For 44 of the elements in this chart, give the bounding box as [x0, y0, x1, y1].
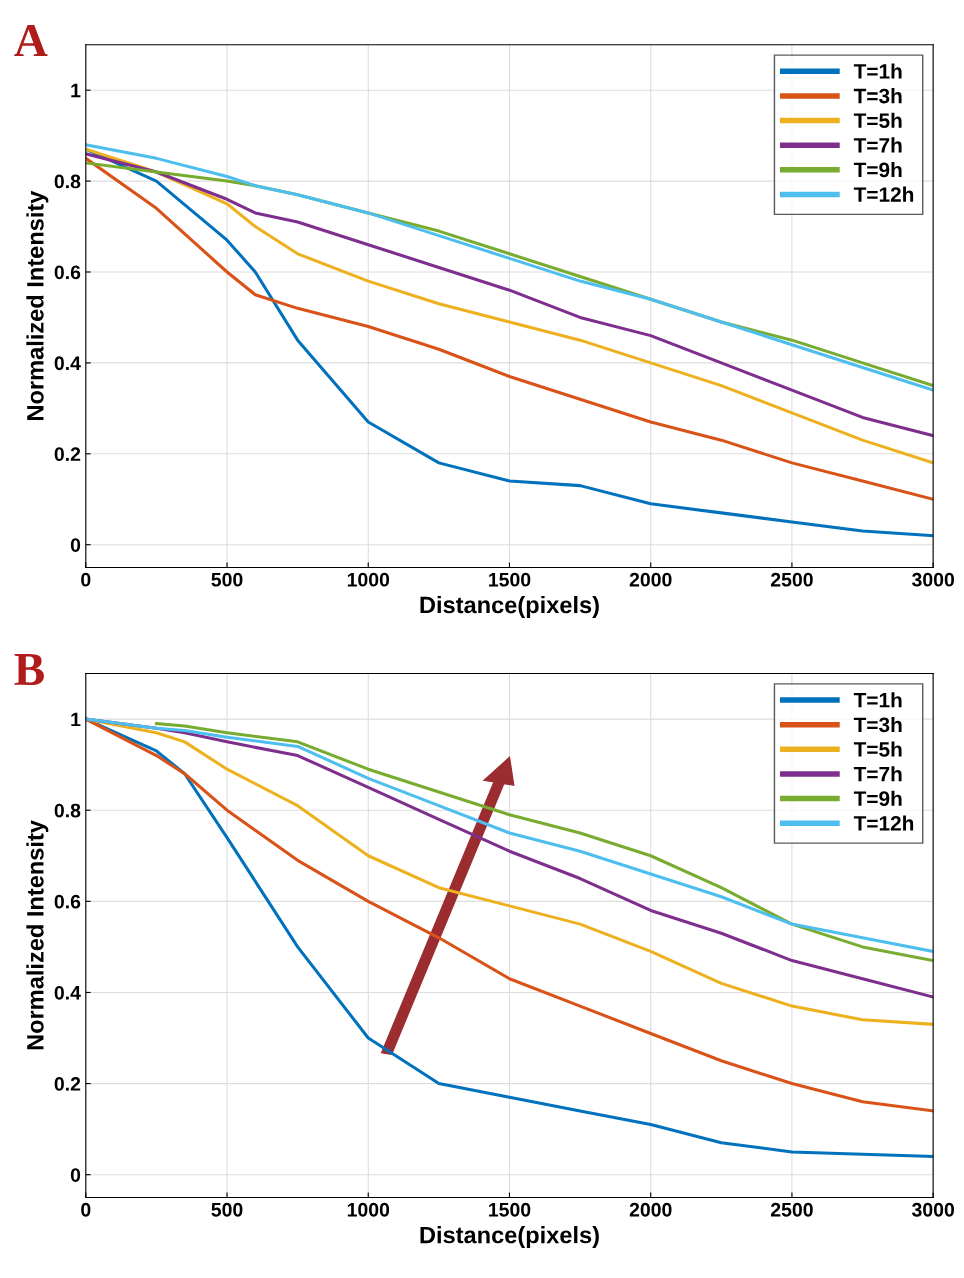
x-tick-label: 1000: [347, 1202, 390, 1217]
x-tick-label: 1500: [489, 572, 531, 587]
legend-label: T=3h: [853, 88, 902, 104]
legend-label: T=9h: [853, 162, 902, 178]
y-tick-label: 0.6: [54, 265, 81, 280]
x-tick-label: 3000: [911, 1202, 954, 1217]
x-tick-label: 0: [81, 1202, 91, 1217]
x-tick-label: 500: [211, 572, 243, 587]
y-tick-label: 1: [71, 712, 81, 727]
legend-label: T=5h: [853, 741, 902, 757]
legend-label: T=9h: [853, 790, 902, 807]
legend-label: T=12h: [853, 815, 914, 831]
x-tick-label: 2500: [770, 572, 813, 587]
x-axis-title: Distance(pixels): [420, 1226, 599, 1249]
x-tick-label: 1000: [347, 572, 390, 587]
x-tick-label: 2500: [770, 1202, 813, 1217]
y-tick-label: 0.2: [54, 1077, 81, 1091]
legend-label: T=7h: [853, 137, 902, 153]
y-tick-label: 0.2: [54, 447, 81, 462]
x-tick-label: 500: [211, 1202, 243, 1217]
y-tick-label: 0.4: [54, 985, 81, 1000]
y-axis-title: Normalized Intensity: [26, 820, 49, 1050]
legend-label: T=3h: [853, 716, 902, 733]
x-tick-label: 0: [81, 572, 91, 587]
x-axis-title: Distance(pixels): [420, 595, 599, 618]
y-tick-label: 1: [71, 83, 81, 98]
y-tick-label: 0: [70, 1168, 81, 1182]
legend-label: T=1h: [853, 692, 902, 708]
legend-label: T=5h: [853, 112, 902, 129]
x-tick-label: 2000: [629, 1202, 672, 1217]
legend-label: T=7h: [853, 766, 902, 782]
text: B: [14, 653, 44, 685]
legend-label: T=1h: [853, 63, 902, 79]
x-tick-label: 2000: [629, 572, 672, 587]
y-tick-label: 0.8: [54, 174, 81, 189]
y-tick-label: 0.4: [54, 356, 81, 371]
y-tick-label: 0.6: [54, 894, 81, 909]
text: A: [14, 24, 48, 57]
y-axis-title: Normalized Intensity: [26, 190, 49, 420]
y-tick-label: 0: [70, 538, 81, 552]
y-tick-label: 0.8: [54, 803, 81, 818]
legend-label: T=12h: [853, 186, 914, 202]
x-tick-label: 1500: [489, 1202, 531, 1217]
x-tick-label: 3000: [911, 572, 954, 587]
